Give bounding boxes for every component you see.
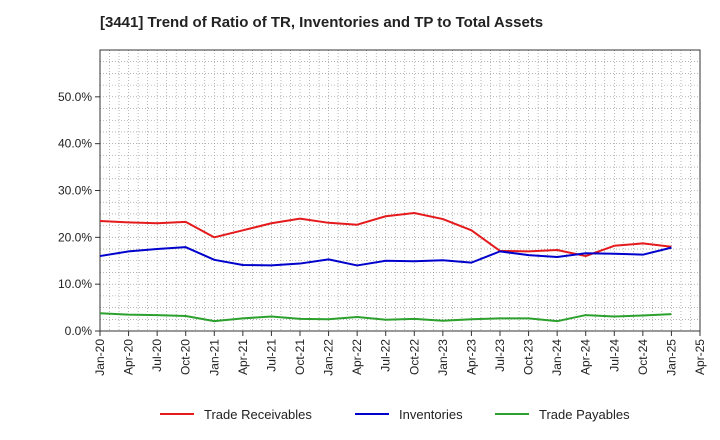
legend-label-trade-payables: Trade Payables [539, 407, 630, 422]
y-tick-label: 40.0% [58, 137, 92, 151]
legend-label-inventories: Inventories [399, 407, 463, 422]
series-line-trade-payables [99, 312, 672, 323]
x-tick-label: Jan-21 [207, 339, 221, 376]
y-axis-ticks: 0.0% 10.0% 20.0% 30.0% 40.0% 50.0% [58, 90, 100, 338]
legend: Trade Receivables Inventories Trade Payabl… [160, 407, 630, 422]
x-tick-label: Jan-20 [93, 339, 107, 376]
legend-label-trade-receivables: Trade Receivables [204, 407, 312, 422]
x-tick-label: Jan-24 [550, 339, 564, 376]
x-tick-label: Apr-23 [464, 339, 478, 375]
x-tick-label: Oct-20 [179, 339, 193, 375]
x-tick-label: Jan-22 [322, 339, 336, 376]
y-tick-label: 20.0% [58, 230, 92, 244]
x-tick-label: Apr-25 [693, 339, 707, 375]
x-tick-label: Apr-22 [350, 339, 364, 375]
y-tick-label: 30.0% [58, 184, 92, 198]
x-tick-label: Jul-21 [264, 339, 278, 372]
x-tick-label: Jul-20 [150, 339, 164, 372]
y-tick-label: 10.0% [58, 277, 92, 291]
x-tick-label: Jul-24 [607, 339, 621, 372]
x-tick-label: Jan-25 [664, 339, 678, 376]
series-line-trade-receivables [99, 211, 672, 258]
y-tick-label: 0.0% [65, 324, 93, 338]
x-axis-ticks: Jan-20 Apr-20 Jul-20 Oct-20 Jan-21 Apr-21 Jul-… [93, 331, 707, 376]
x-tick-label: Oct-24 [636, 339, 650, 375]
y-tick-label: 50.0% [58, 90, 92, 104]
x-tick-label: Jul-23 [493, 339, 507, 372]
series-lines [99, 211, 672, 323]
x-tick-label: Jul-22 [379, 339, 393, 372]
grid-lines [99, 50, 701, 331]
x-tick-label: Oct-22 [407, 339, 421, 375]
chart-title: [3441] Trend of Ratio of TR, Inventories… [100, 14, 544, 31]
x-tick-label: Apr-21 [236, 339, 250, 375]
x-tick-label: Oct-23 [522, 339, 536, 375]
x-tick-label: Apr-24 [579, 339, 593, 375]
x-tick-label: Jan-23 [436, 339, 450, 376]
x-tick-label: Apr-20 [122, 339, 136, 375]
x-tick-label: Oct-21 [293, 339, 307, 375]
series-line-inventories [99, 246, 672, 267]
